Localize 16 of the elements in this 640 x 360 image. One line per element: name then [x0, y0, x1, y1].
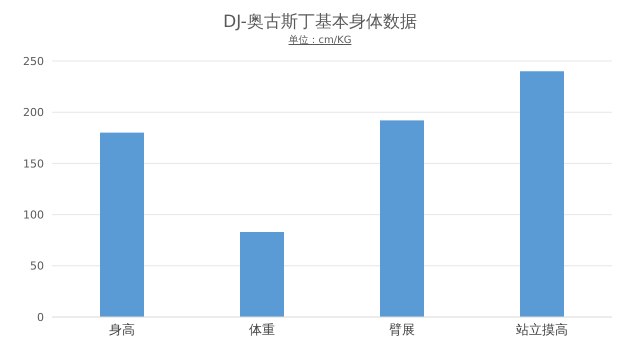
y-tick-label: 200: [23, 106, 44, 120]
x-tick-label: 站立摸高: [516, 322, 568, 338]
bar: [100, 132, 144, 317]
bar: [240, 232, 284, 317]
bar: [380, 120, 424, 317]
y-tick-label: 150: [23, 157, 44, 170]
x-tick-label: 臂展: [389, 322, 415, 338]
x-tick-label: 身高: [109, 322, 135, 338]
chart-subtitle: 单位：cm/KG: [288, 34, 352, 47]
y-tick-label: 250: [23, 54, 44, 68]
y-tick-label: 0: [37, 310, 44, 324]
chart-title: DJ-奥古斯丁基本身体数据: [222, 11, 418, 33]
bar: [520, 71, 564, 317]
x-tick-label: 体重: [249, 323, 275, 338]
y-tick-label: 50: [30, 260, 44, 273]
y-tick-label: 100: [23, 208, 44, 222]
